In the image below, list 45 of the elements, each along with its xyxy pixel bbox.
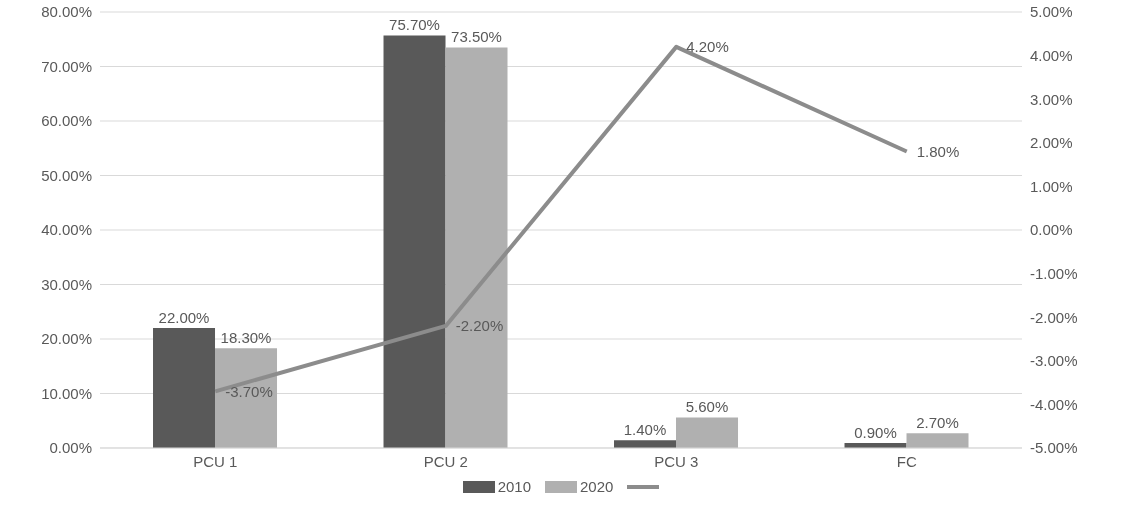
y2-tick-label: -1.00% (1030, 264, 1078, 282)
bar (383, 35, 446, 448)
data-label: 73.50% (451, 28, 502, 46)
y-tick-label: 40.00% (41, 221, 92, 239)
bar (215, 348, 278, 448)
bar (445, 47, 508, 448)
data-label: 4.20% (686, 38, 729, 56)
x-tick-label: PCU 2 (423, 452, 468, 470)
y2-tick-label: -4.00% (1030, 395, 1078, 413)
data-label: 5.60% (685, 398, 729, 416)
y2-tick-label: -3.00% (1030, 352, 1078, 370)
y2-tick-label: -2.00% (1030, 308, 1078, 326)
y2-tick-label: 3.00% (1030, 90, 1073, 108)
data-label: 2.70% (916, 414, 959, 432)
bar (676, 417, 739, 448)
y-tick-label: 20.00% (41, 330, 92, 348)
data-label: 0.90% (854, 424, 897, 442)
data-label: 18.30% (220, 329, 272, 347)
bar (906, 433, 969, 448)
y2-tick-label: 4.00% (1030, 46, 1073, 64)
y-tick-label: 80.00% (41, 3, 92, 21)
y-tick-label: 10.00% (41, 384, 92, 402)
data-label: -2.20% (455, 317, 504, 335)
y-tick-label: 70.00% (41, 57, 92, 75)
x-tick-label: FC (896, 452, 917, 470)
y-tick-label: 30.00% (41, 275, 92, 293)
bar (614, 440, 677, 448)
bar (153, 328, 216, 448)
y2-tick-label: 1.00% (1030, 177, 1073, 195)
y2-tick-label: -5.00% (1030, 439, 1078, 457)
legend-label: 2010 (497, 478, 531, 495)
y-tick-label: 50.00% (41, 166, 92, 184)
y-tick-label: 60.00% (41, 112, 92, 130)
data-label: 1.80% (916, 142, 960, 160)
data-label: 1.40% (623, 421, 667, 439)
data-label: 22.00% (158, 309, 210, 327)
legend-label: 2020 (580, 478, 614, 495)
y2-tick-label: 5.00% (1030, 3, 1073, 21)
y-tick-label: 0.00% (49, 439, 92, 457)
x-tick-label: PCU 1 (193, 452, 238, 470)
y2-tick-label: 0.00% (1030, 221, 1073, 239)
data-label: 75.70% (389, 16, 440, 34)
data-label: -3.70% (225, 382, 273, 400)
x-tick-label: PCU 3 (654, 452, 699, 470)
y2-tick-label: 2.00% (1030, 134, 1073, 152)
